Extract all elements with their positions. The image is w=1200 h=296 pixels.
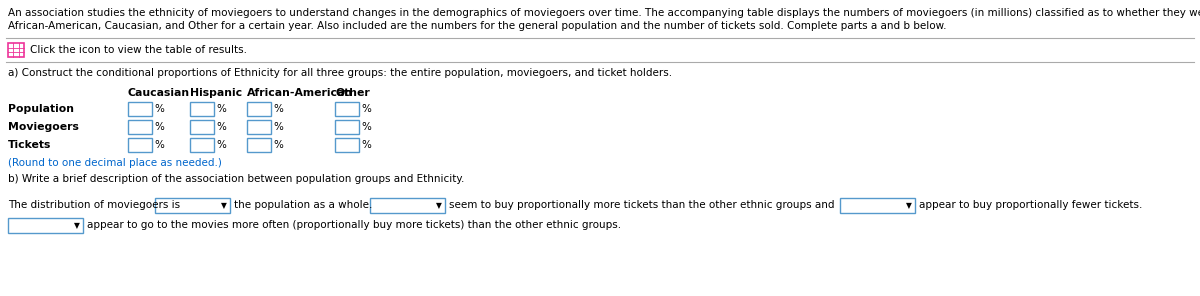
Text: Tickets: Tickets <box>8 140 52 150</box>
Text: appear to buy proportionally fewer tickets.: appear to buy proportionally fewer ticke… <box>919 200 1142 210</box>
Text: ▼: ▼ <box>74 221 80 230</box>
Text: %: % <box>216 104 226 114</box>
Text: The distribution of moviegoers is: The distribution of moviegoers is <box>8 200 180 210</box>
FancyBboxPatch shape <box>335 102 359 116</box>
Text: Click the icon to view the table of results.: Click the icon to view the table of resu… <box>30 45 247 55</box>
FancyBboxPatch shape <box>155 198 230 213</box>
Text: Moviegoers: Moviegoers <box>8 122 79 132</box>
FancyBboxPatch shape <box>247 138 271 152</box>
FancyBboxPatch shape <box>335 138 359 152</box>
FancyBboxPatch shape <box>190 120 214 134</box>
Text: %: % <box>361 104 371 114</box>
FancyBboxPatch shape <box>370 198 445 213</box>
Text: a) Construct the conditional proportions of Ethnicity for all three groups: the : a) Construct the conditional proportions… <box>8 68 672 78</box>
Text: %: % <box>274 104 283 114</box>
Text: (Round to one decimal place as needed.): (Round to one decimal place as needed.) <box>8 158 222 168</box>
Text: Caucasian: Caucasian <box>128 88 190 98</box>
Text: %: % <box>154 140 164 150</box>
Text: the population as a whole.: the population as a whole. <box>234 200 372 210</box>
Text: ▼: ▼ <box>221 201 227 210</box>
Text: %: % <box>154 122 164 132</box>
Text: ▼: ▼ <box>906 201 912 210</box>
FancyBboxPatch shape <box>335 120 359 134</box>
FancyBboxPatch shape <box>840 198 916 213</box>
Text: seem to buy proportionally more tickets than the other ethnic groups and: seem to buy proportionally more tickets … <box>449 200 834 210</box>
Text: appear to go to the movies more often (proportionally buy more tickets) than the: appear to go to the movies more often (p… <box>88 220 622 230</box>
Text: %: % <box>361 122 371 132</box>
Text: b) Write a brief description of the association between population groups and Et: b) Write a brief description of the asso… <box>8 174 464 184</box>
FancyBboxPatch shape <box>128 120 152 134</box>
FancyBboxPatch shape <box>190 102 214 116</box>
Text: %: % <box>216 122 226 132</box>
Text: An association studies the ethnicity of moviegoers to understand changes in the : An association studies the ethnicity of … <box>8 8 1200 18</box>
FancyBboxPatch shape <box>190 138 214 152</box>
FancyBboxPatch shape <box>128 102 152 116</box>
Text: African-American: African-American <box>247 88 353 98</box>
Text: %: % <box>154 104 164 114</box>
FancyBboxPatch shape <box>247 120 271 134</box>
FancyBboxPatch shape <box>8 218 83 233</box>
Text: Population: Population <box>8 104 74 114</box>
Text: %: % <box>361 140 371 150</box>
FancyBboxPatch shape <box>128 138 152 152</box>
FancyBboxPatch shape <box>8 43 24 57</box>
FancyBboxPatch shape <box>247 102 271 116</box>
Text: ▼: ▼ <box>436 201 442 210</box>
Text: %: % <box>216 140 226 150</box>
Text: %: % <box>274 122 283 132</box>
Text: %: % <box>274 140 283 150</box>
Text: Hispanic: Hispanic <box>190 88 242 98</box>
Text: African-American, Caucasian, and Other for a certain year. Also included are the: African-American, Caucasian, and Other f… <box>8 21 947 31</box>
Text: Other: Other <box>335 88 370 98</box>
